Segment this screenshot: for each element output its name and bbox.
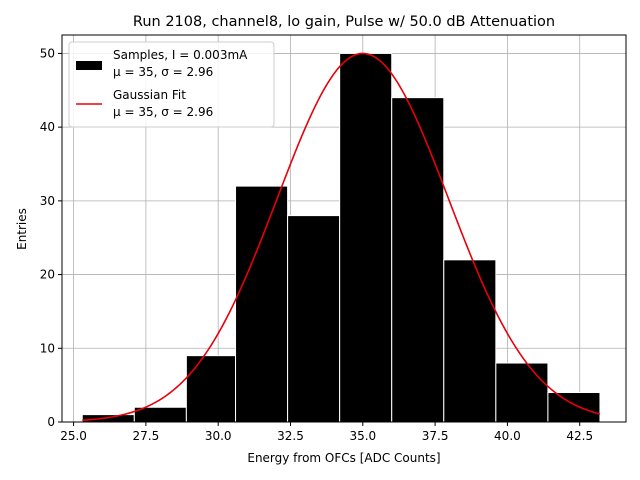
histogram-bar [495,362,549,423]
legend: Samples, I = 0.003mA μ = 35, σ = 2.96 Ga… [68,41,275,128]
x-tick-label: 32.5 [277,429,304,443]
y-tick-label: 30 [40,194,55,208]
x-tick-label: 30.0 [205,429,232,443]
x-tick-label: 37.5 [422,429,449,443]
histogram-bar [339,52,393,423]
x-tick-label: 35.0 [349,429,376,443]
x-tick-label: 27.5 [133,429,160,443]
x-axis-label: Energy from OFCs [ADC Counts] [247,451,440,465]
x-tick-label: 42.5 [566,429,593,443]
histogram-bar [547,392,601,423]
x-tick-label: 25.0 [60,429,87,443]
legend-fit-stats: μ = 35, σ = 2.96 [113,105,213,119]
legend-box [68,41,275,128]
legend-samples-label: Samples, I = 0.003mA [113,48,248,62]
y-axis-ticks: 0 10 20 30 40 50 [40,46,62,429]
gaussian-fit-curve [82,52,601,422]
x-axis-ticks: 25.0 27.5 30.0 32.5 35.0 37.5 40.0 42.5 [60,422,593,443]
y-tick-label: 0 [47,415,55,429]
legend-fit-label: Gaussian Fit [113,88,186,102]
histogram-bar [287,215,341,423]
legend-samples-stats: μ = 35, σ = 2.96 [113,65,213,79]
legend-samples-swatch [76,61,102,70]
histogram-bars [81,52,601,423]
histogram-bar [443,259,497,423]
histogram-bar [185,355,237,423]
y-tick-label: 40 [40,120,55,134]
x-tick-label: 40.0 [494,429,521,443]
histogram-bar [235,185,289,423]
y-axis-label: Entries [15,208,29,250]
y-tick-label: 50 [40,46,55,60]
y-tick-label: 10 [40,341,55,355]
histogram-bar [391,97,445,423]
plot-frame [61,34,627,423]
chart-title: Run 2108, channel8, lo gain, Pulse w/ 50… [133,14,555,30]
y-tick-label: 20 [40,268,55,282]
